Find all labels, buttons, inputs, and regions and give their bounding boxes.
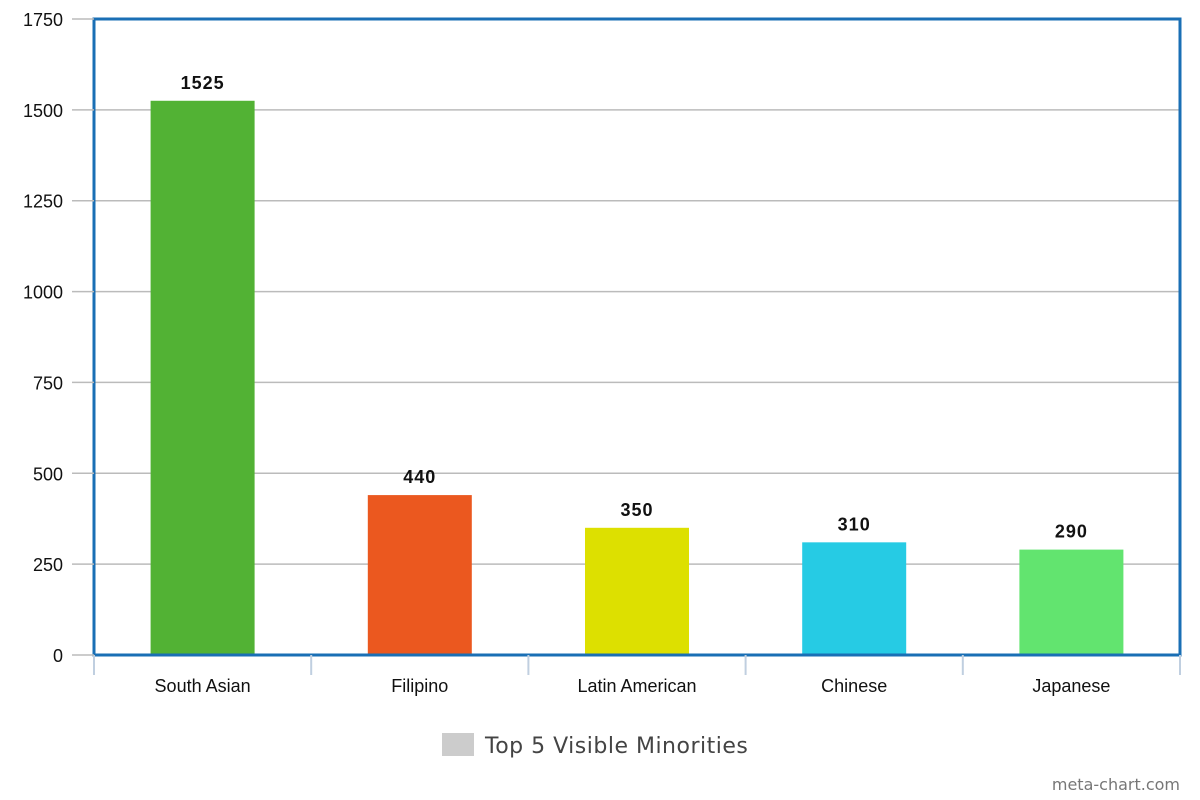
data-label: 290 bbox=[1055, 522, 1088, 542]
x-tick-label: Japanese bbox=[1032, 676, 1110, 696]
y-tick-label: 1000 bbox=[23, 283, 63, 303]
x-tick-label: South Asian bbox=[155, 676, 251, 696]
value-labels: 1525 440 350 310 290 bbox=[181, 73, 1088, 542]
y-tick-label: 1500 bbox=[23, 101, 63, 121]
x-tick-label: Chinese bbox=[821, 676, 887, 696]
data-label: 310 bbox=[838, 514, 871, 534]
y-tick-label: 1250 bbox=[23, 192, 63, 212]
data-label: 1525 bbox=[181, 73, 225, 93]
y-tick-label: 750 bbox=[33, 373, 63, 393]
watermark: meta-chart.com bbox=[1052, 775, 1180, 794]
bar-japanese bbox=[1019, 549, 1124, 655]
bar-latin-american bbox=[585, 527, 689, 655]
bar-south-asian bbox=[150, 100, 255, 656]
bars bbox=[150, 100, 1124, 656]
y-tick-label: 250 bbox=[33, 555, 63, 575]
legend-label: Top 5 Visible Minorities bbox=[484, 734, 748, 759]
x-axis: South Asian Filipino Latin American Chinese… bbox=[93, 655, 1181, 696]
bar-filipino bbox=[367, 495, 472, 655]
y-tick-label: 0 bbox=[53, 646, 63, 666]
data-label: 440 bbox=[403, 467, 436, 487]
data-label: 350 bbox=[620, 500, 653, 520]
legend-swatch bbox=[442, 733, 474, 756]
legend: Top 5 Visible Minorities bbox=[442, 733, 748, 759]
plot-frame bbox=[92, 17, 1182, 657]
y-tick-label: 1750 bbox=[23, 10, 63, 30]
x-tick-label: Filipino bbox=[391, 676, 448, 696]
gridlines bbox=[94, 109, 1180, 565]
y-axis: 0 250 500 750 1000 1250 1500 1750 bbox=[23, 10, 94, 666]
bar-chinese bbox=[802, 542, 907, 655]
x-tick-label: Latin American bbox=[577, 676, 696, 696]
y-tick-label: 500 bbox=[33, 464, 63, 484]
